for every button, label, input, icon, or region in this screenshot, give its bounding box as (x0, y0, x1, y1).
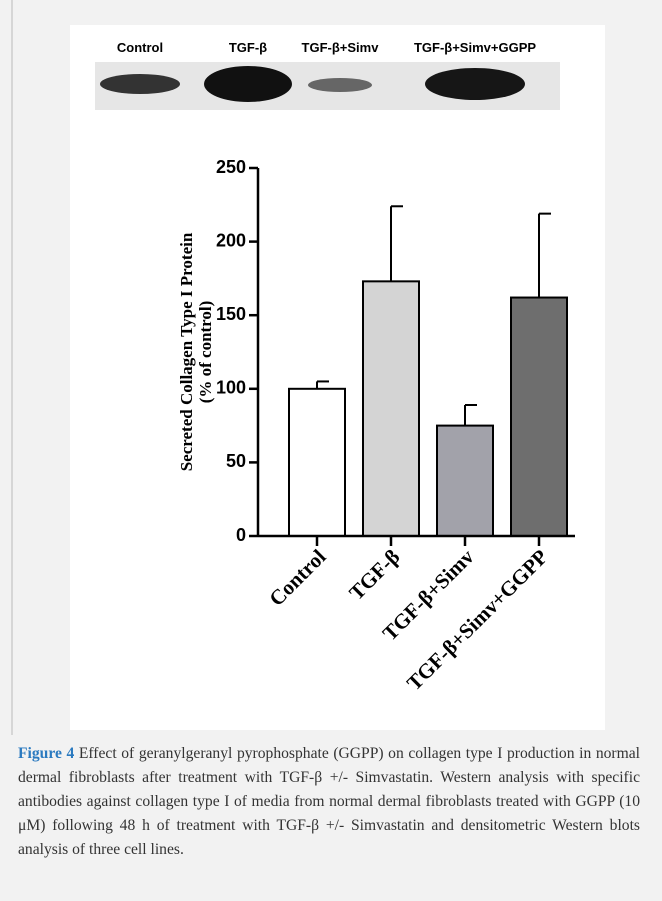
y-tick-label: 0 (236, 525, 246, 545)
caption: Figure 4 Effect of geranylgeranyl pyroph… (18, 742, 640, 862)
y-tick-label: 200 (216, 230, 246, 250)
bar (437, 426, 493, 536)
bar (363, 281, 419, 536)
bar (511, 298, 567, 536)
blot-label: TGF-β+Simv+GGPP (414, 40, 536, 55)
caption-text: Effect of geranylgeranyl pyrophosphate (… (18, 745, 640, 858)
blot-bands (95, 62, 560, 110)
y-tick-label: 50 (226, 451, 246, 471)
caption-label: Figure 4 (18, 745, 74, 762)
y-tick-label: 100 (216, 378, 246, 398)
y-tick-label: 250 (216, 157, 246, 177)
bar (289, 389, 345, 536)
blot-label: TGF-β+Simv (302, 40, 380, 55)
page: Control TGF-β TGF-β+Simv TGF-β+Simv+GGPP 0 5… (0, 0, 662, 901)
figure: Control TGF-β TGF-β+Simv TGF-β+Simv+GGPP 0 5… (0, 0, 662, 735)
y-axis-label-line: (% of control) (196, 301, 215, 404)
y-tick-label: 150 (216, 304, 246, 324)
blot-label: Control (117, 40, 163, 55)
blot-label: TGF-β (229, 40, 267, 55)
y-axis-label-line: Secreted Collagen Type I Protein (177, 232, 196, 471)
